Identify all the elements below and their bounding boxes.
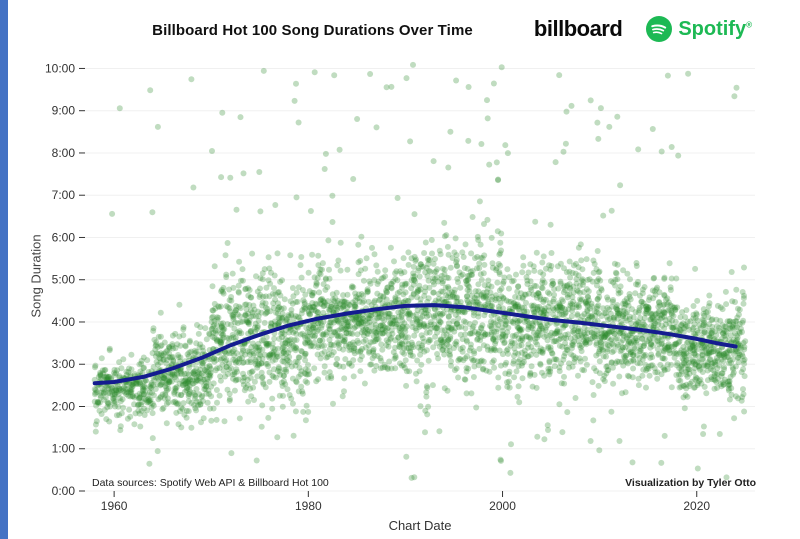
y-tick-label: 6:00 bbox=[52, 230, 76, 244]
y-tick-label: 1:00 bbox=[52, 442, 76, 456]
y-tick-label: 9:00 bbox=[52, 104, 76, 118]
chart-title: Billboard Hot 100 Song Durations Over Ti… bbox=[152, 22, 473, 39]
scatter-points bbox=[91, 61, 749, 481]
credit-note: Visualization by Tyler Otto bbox=[625, 477, 756, 489]
spotify-registered-mark: ® bbox=[746, 19, 752, 29]
spotify-icon bbox=[646, 16, 673, 42]
billboard-logo: billboard bbox=[533, 16, 623, 41]
y-tick-label: 5:00 bbox=[52, 273, 76, 287]
trend-line bbox=[92, 303, 738, 386]
y-tick-label: 4:00 bbox=[52, 315, 76, 329]
x-tick-label: 1980 bbox=[295, 499, 322, 513]
gridlines bbox=[85, 67, 755, 492]
spotify-wordmark: Spotify® bbox=[678, 17, 752, 40]
y-axis-ticks: 0:00 1:00 2:00 3:00 4:00 5:00 6:00 7:00 8:00 9:00… bbox=[45, 61, 85, 498]
y-tick-label: 0:00 bbox=[52, 484, 76, 498]
y-tick-label: 7:00 bbox=[52, 188, 76, 202]
logo-group: billboard Spotify® bbox=[534, 16, 752, 42]
y-tick-label: 2:00 bbox=[52, 399, 76, 413]
x-axis-ticks: 1960 1980 2000 2020 bbox=[101, 491, 710, 513]
y-tick-label: 8:00 bbox=[52, 146, 76, 160]
x-axis-title: Chart Date bbox=[388, 518, 452, 533]
x-tick-label: 2000 bbox=[489, 499, 516, 513]
y-tick-label: 3:00 bbox=[52, 357, 76, 371]
y-axis-title: Song Duration bbox=[28, 234, 44, 318]
x-tick-label: 1960 bbox=[101, 499, 128, 513]
x-tick-label: 2020 bbox=[683, 499, 710, 513]
y-tick-label: 10:00 bbox=[45, 61, 75, 75]
window-edge-strip bbox=[0, 0, 8, 539]
data-sources-note: Data sources: Spotify Web API & Billboar… bbox=[92, 477, 329, 489]
spotify-logo: Spotify® bbox=[646, 16, 752, 42]
